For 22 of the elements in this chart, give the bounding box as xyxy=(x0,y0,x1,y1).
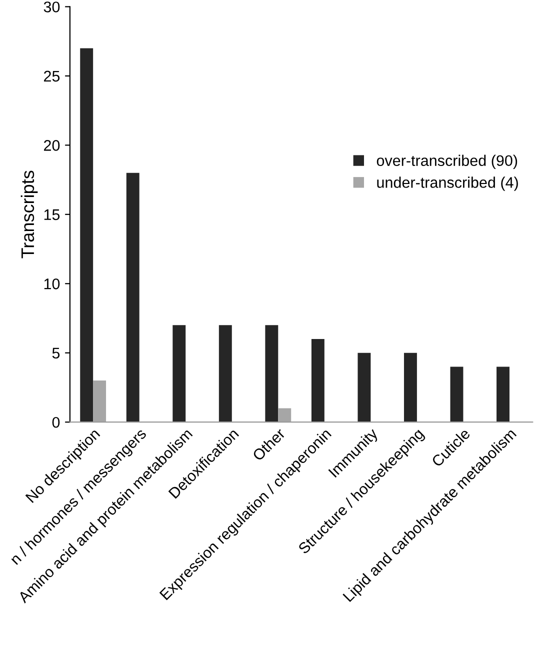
bar xyxy=(404,352,417,422)
y-tick-label: 5 xyxy=(52,348,60,359)
bar xyxy=(496,366,510,422)
bar xyxy=(265,325,278,422)
bar xyxy=(218,325,232,422)
y-tick-label: 0 xyxy=(52,416,60,428)
legend-label: over-transcribed (90) xyxy=(376,154,518,170)
bar xyxy=(358,352,371,422)
y-tick-label: 10 xyxy=(44,278,60,290)
bar xyxy=(450,366,464,422)
y-tick-label: 30 xyxy=(44,2,60,12)
y-tick-label: 20 xyxy=(44,140,60,151)
y-axis-title: Transcripts xyxy=(20,170,38,258)
bar xyxy=(93,380,106,422)
y-tick-label: 15 xyxy=(44,209,60,220)
legend-label: under-transcribed (4) xyxy=(377,176,518,191)
y-tick-label: 25 xyxy=(44,70,60,82)
bar xyxy=(172,325,186,422)
bar xyxy=(278,408,292,422)
bar xyxy=(311,339,324,422)
bar xyxy=(126,172,140,422)
bar xyxy=(80,48,94,422)
